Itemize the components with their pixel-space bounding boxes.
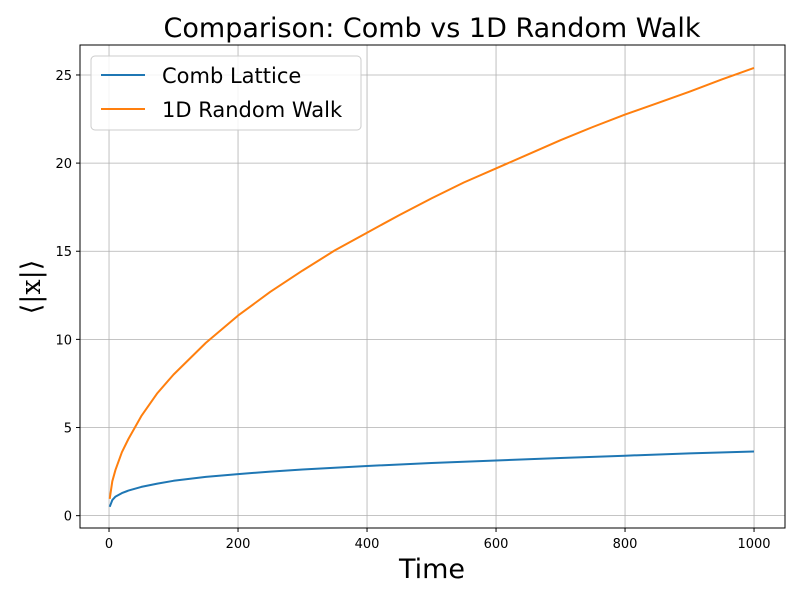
x-tick-label: 200 [226,537,251,552]
series-layer [108,66,755,508]
y-tick-label: 20 [55,157,72,172]
x-tick-label: 800 [613,537,638,552]
series-line-1d-random-walk [108,66,755,500]
ticks: 0 200 400 600 800 1000 0 5 10 15 20 25 [55,69,770,552]
plot-frame [79,44,786,529]
legend-box [90,55,362,131]
y-tick-label: 10 [55,333,72,348]
x-tick-label: 600 [484,537,509,552]
legend: Comb Lattice 1D Random Walk [90,55,362,131]
y-tick-label: 15 [55,245,72,260]
x-axis-label: Time [398,554,465,585]
legend-label-1d-random-walk: 1D Random Walk [162,98,343,122]
series-line-comb-lattice [108,450,755,508]
y-tick-label: 5 [64,422,72,437]
x-tick-label: 1000 [737,537,770,552]
legend-label-comb-lattice: Comb Lattice [162,64,301,88]
y-tick-label: 0 [64,510,72,525]
x-tick-label: 0 [105,537,113,552]
y-axis-label: ⟨|x|⟩ [16,260,47,315]
y-tick-label: 25 [55,69,72,84]
x-tick-label: 400 [355,537,380,552]
chart-title: Comparison: Comb vs 1D Random Walk [164,13,701,44]
